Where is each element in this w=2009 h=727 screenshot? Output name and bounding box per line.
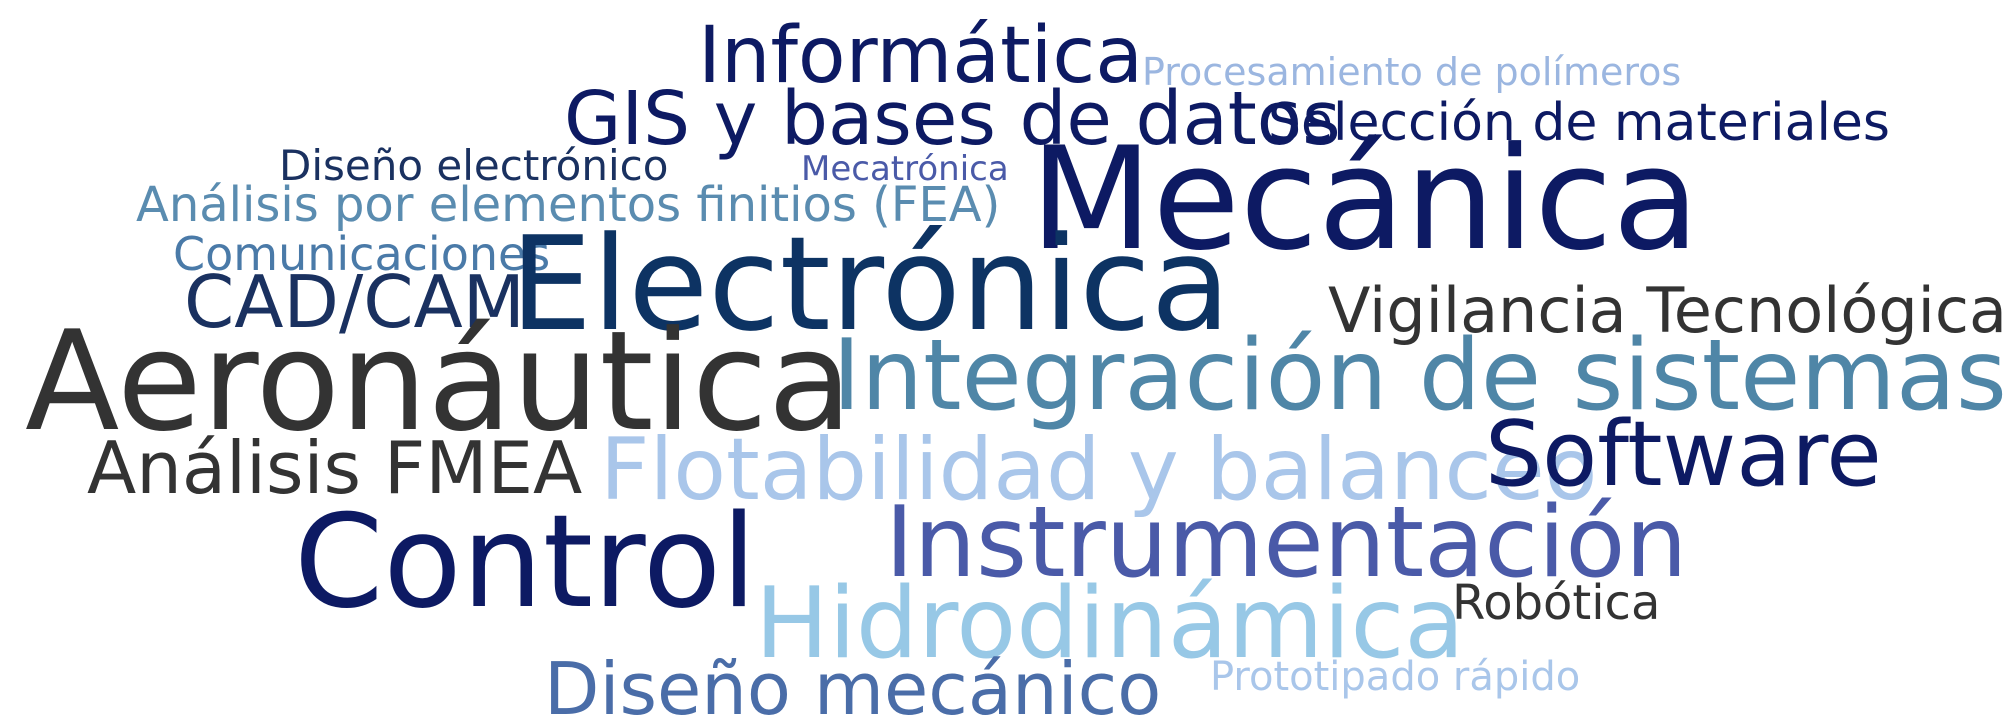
word-analisis-fmea: Análisis FMEA (87, 426, 583, 510)
word-mecanica: Mecánica (1030, 117, 1700, 282)
word-flotabilidad-y-balanceo: Flotabilidad y balanceo (600, 420, 1598, 520)
word-analisis-fea: Análisis por elementos finitios (FEA) (136, 177, 1001, 233)
word-comunicaciones: Comunicaciones (173, 227, 551, 281)
word-diseno-electronico: Diseño electrónico (279, 141, 669, 190)
word-software: Software (1485, 402, 1882, 507)
word-instrumentacion: Instrumentación (885, 486, 1688, 600)
word-electronica: Electrónica (510, 208, 1231, 360)
word-prototipado-rapido: Prototipado rápido (1210, 654, 1581, 700)
word-hidrodinamica: Hidrodinámica (755, 567, 1465, 681)
word-gis-y-bases-de-datos: GIS y bases de datos (564, 76, 1341, 162)
word-informatica: Informática (698, 11, 1144, 101)
word-control: Control (294, 488, 757, 637)
word-vigilancia-tecnologica: Vigilancia Tecnológica (1327, 274, 2007, 347)
word-diseno-mecanico: Diseño mecánico (544, 647, 1162, 727)
word-robotica: Robótica (1452, 575, 1661, 631)
word-integracion-de-sistemas: Integración de sistemas (832, 319, 2007, 433)
word-procesamiento-de-polimeros: Procesamiento de polímeros (1142, 50, 1682, 94)
word-aeronautica: Aeronáutica (25, 301, 853, 462)
word-seleccion-de-materiales: Selección de materiales (1268, 93, 1891, 153)
word-mecatronica: Mecatrónica (801, 149, 1009, 189)
word-cad-cam: CAD/CAM (184, 260, 525, 344)
